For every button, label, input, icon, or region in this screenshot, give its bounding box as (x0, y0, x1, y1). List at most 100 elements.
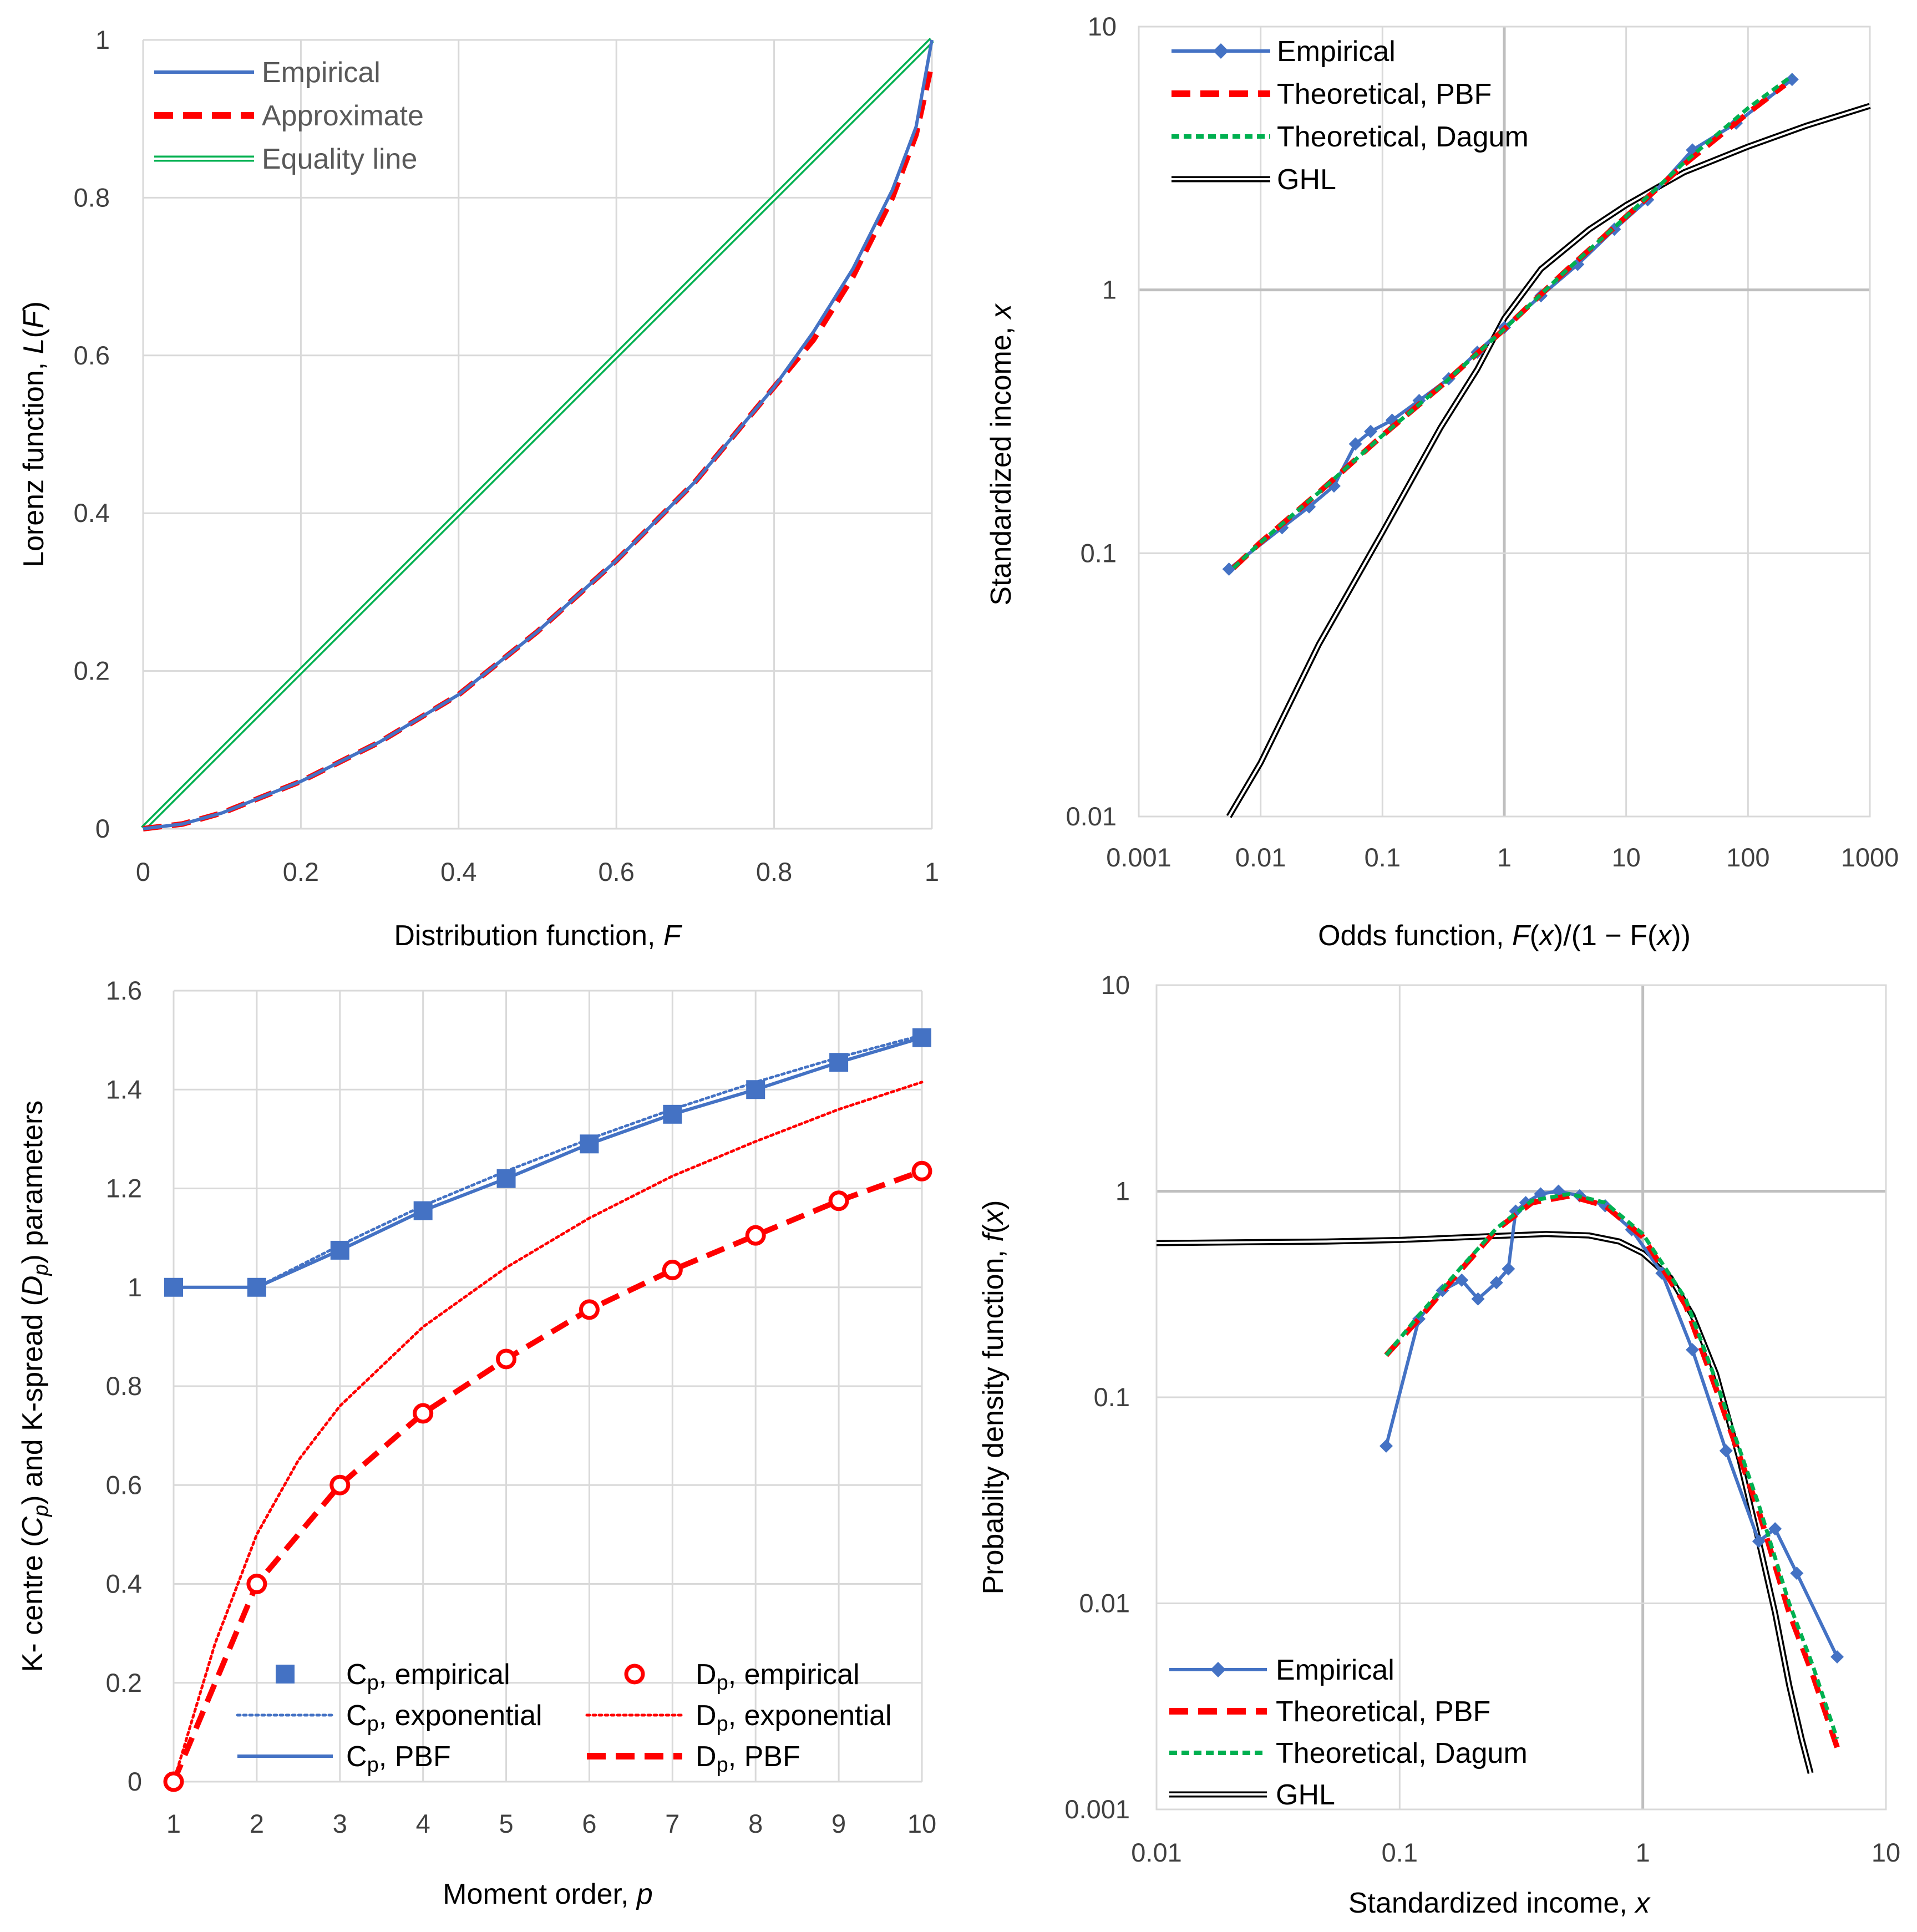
y-tick-label: 1 (95, 25, 110, 54)
plot-frame (1155, 984, 1887, 1811)
moments-dp-empirical-point (163, 1771, 184, 1792)
x-tick-label: 8 (748, 1809, 763, 1838)
x-tick-label: 2 (250, 1809, 264, 1838)
legend-label-sub: p (367, 1671, 379, 1695)
pdf-ghl-series (1156, 1231, 1814, 1774)
legend-label-main: D (696, 1700, 717, 1732)
pdf-ghl-line-outer (1156, 1231, 1814, 1774)
moments-cp-exponential-line (255, 1033, 924, 1289)
y-tick-label: 0.1 (1094, 1382, 1130, 1412)
x-tick-label: 1 (166, 1809, 181, 1838)
y-tick-label: 0.01 (1079, 1589, 1130, 1618)
legend-label-sub: p (717, 1712, 728, 1736)
y-axis-title: K- centre (Cp) and K-spread (Dp) paramet… (17, 1101, 53, 1672)
y-tick-label: 0 (128, 1767, 142, 1796)
moments-cp-pbf-line (174, 1036, 922, 1289)
pdf-empirical-point (1455, 1273, 1469, 1287)
y-tick-label: 1 (1115, 1177, 1130, 1206)
x-tick-label: 0.4 (440, 857, 476, 886)
pdf-empirical-point (1752, 1534, 1766, 1548)
y-tick-label: 1.4 (106, 1074, 142, 1104)
legend-label: Cp, empirical (346, 1659, 510, 1695)
moments-dp-empirical-point (911, 1160, 932, 1181)
plot-frame (1138, 26, 1871, 818)
legend-label: Empirical (1277, 36, 1396, 68)
odds-ghl-line-outer (1226, 103, 1871, 818)
legend-label-rest: , empirical (728, 1659, 860, 1691)
pdf-ghl-line-inner (1156, 1233, 1812, 1774)
x-tick-label: 4 (416, 1809, 430, 1838)
x-tick-label: 0 (136, 857, 150, 886)
pdf-empirical-point (1379, 1439, 1393, 1453)
y-tick-label: 0.4 (106, 1569, 142, 1599)
x-tick-label: 1 (1497, 843, 1512, 872)
y-tick-label: 0.8 (74, 182, 110, 212)
legend-label-main: C (346, 1659, 367, 1691)
moments-cp-empirical-point (912, 1028, 931, 1047)
x-tick-label: 0.1 (1382, 1838, 1418, 1867)
odds-ghl-line-inner (1228, 104, 1870, 818)
pdf-empirical-point (1502, 1262, 1515, 1276)
moments-dp-empirical-point (496, 1348, 517, 1370)
legend-label: Dp, empirical (696, 1659, 860, 1695)
legend-label-main: C (346, 1741, 367, 1773)
pdf-dagum-line (1384, 1191, 1839, 1740)
x-axis-title: Distribution function, F (394, 920, 683, 952)
legend-label-rest: , empirical (379, 1659, 510, 1691)
legend-label: GHL (1276, 1779, 1335, 1811)
x-tick-label: 0.6 (599, 857, 635, 886)
legend-label: Approximate (262, 100, 424, 132)
y-tick-label: 0.6 (74, 341, 110, 370)
moments-cp-empirical-point (663, 1104, 682, 1124)
odds-empirical-point (1364, 424, 1378, 438)
legend-label-rest: , exponential (379, 1700, 542, 1732)
legend-label-sub: p (367, 1753, 379, 1777)
x-tick-label: 10 (1612, 843, 1641, 872)
x-axis-title: Standardized income, x (1348, 1887, 1651, 1919)
odds-empirical-point (1348, 437, 1362, 451)
y-axis-title: Standardized income, x (985, 303, 1017, 605)
x-tick-label: 0.01 (1235, 843, 1286, 872)
pdf-empirical-point (1719, 1444, 1733, 1458)
legend: Empirical Theoretical, PBF Theoretical, Da… (1172, 36, 1529, 196)
odds-grid (1138, 26, 1871, 818)
y-tick-label: 0.2 (106, 1668, 142, 1697)
pdf-empirical-point (1489, 1276, 1503, 1290)
legend-label: Empirical (262, 57, 381, 89)
legend-label-sub: p (717, 1753, 728, 1777)
moments-grid (173, 990, 923, 1783)
y-tick-label: 1.6 (106, 976, 142, 1005)
legend-sample-marker (624, 1664, 645, 1685)
x-tick-label: 3 (333, 1809, 347, 1838)
moments-cp-empirical-point (496, 1169, 516, 1188)
moments-dp-empirical-point (246, 1574, 267, 1594)
legend-label: Cp, PBF (346, 1741, 451, 1777)
moments-dp-empirical-point (662, 1260, 683, 1281)
pdf-empirical-point (1768, 1522, 1782, 1536)
y-tick-label: 10 (1101, 970, 1130, 1000)
pdf-grid (1155, 984, 1887, 1811)
panel-moments-chart: 1 2 3 4 5 6 7 8 9 10 0 0.2 0.4 0.6 0.8 1 1.2 1.4 1.6 Moment… (17, 976, 936, 1910)
panel-odds-chart: 0.001 0.01 0.1 1 10 100 1000 0.01 0.1 1 10 Odds fun… (985, 12, 1899, 952)
legend-label-rest: , PBF (379, 1741, 451, 1773)
moments-cp-empirical-point (829, 1053, 849, 1072)
lorenz-equality-line-inner (142, 39, 933, 830)
x-tick-label: 0.001 (1106, 843, 1172, 872)
y-tick-label: 0.2 (74, 656, 110, 686)
lorenz-grid (142, 39, 933, 830)
legend-label: Theoretical, PBF (1276, 1696, 1490, 1728)
y-tick-label: 0.001 (1064, 1794, 1130, 1824)
legend-label-sub: p (367, 1712, 379, 1736)
legend: Empirical Approximate Equality line (154, 57, 424, 175)
moments-dp-exponential-line (172, 1081, 924, 1783)
odds-ghl-series (1226, 103, 1871, 818)
legend-label-rest: , PBF (728, 1741, 800, 1773)
y-axis-title: Lorenz function, L(F) (18, 301, 50, 567)
moments-cp-empirical-point (580, 1134, 599, 1154)
odds-dagum-line (1232, 74, 1793, 570)
y-tick-label: 0 (95, 814, 110, 843)
moments-cp-empirical-point (413, 1201, 433, 1220)
moments-dp-empirical-point (828, 1190, 849, 1211)
moments-cp-empirical-point (247, 1277, 266, 1297)
